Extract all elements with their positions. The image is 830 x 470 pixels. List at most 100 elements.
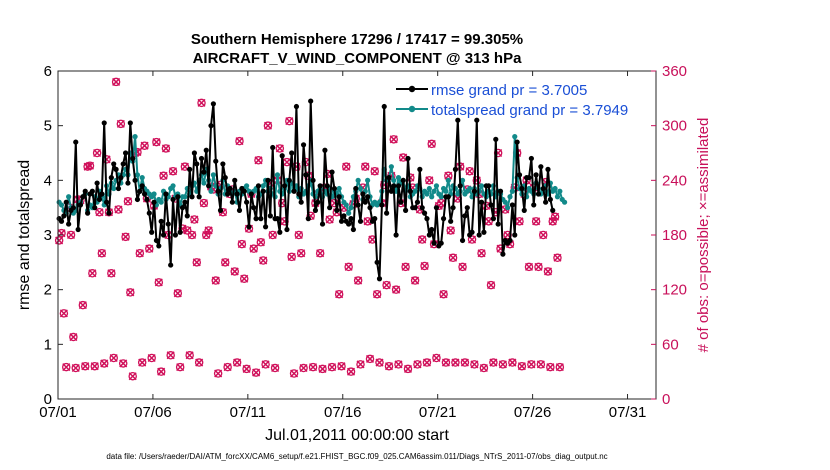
obs-possible-marker: [427, 139, 436, 149]
obs-assimilated-marker: [354, 276, 363, 285]
obs-assimilated-marker: [93, 148, 102, 158]
rmse-point: [455, 117, 461, 123]
obs-assimilated-marker: [403, 364, 413, 373]
obs-possible-marker: [95, 207, 104, 217]
totalspread-point: [210, 172, 216, 178]
obs-assimilated-marker: [145, 244, 154, 253]
obs-possible-marker: [59, 309, 69, 318]
obs-possible-marker: [192, 258, 202, 267]
obs-possible-marker: [109, 353, 118, 363]
rmse-point: [391, 183, 397, 189]
obs-possible-marker: [111, 77, 121, 87]
rmse-point: [459, 237, 466, 244]
obs-assimilated-marker: [458, 262, 467, 271]
obs-possible-marker: [88, 269, 97, 278]
obs-assimilated-marker: [230, 267, 239, 276]
rmse-point: [279, 153, 285, 159]
rmse-point: [298, 199, 304, 205]
obs-assimilated-marker: [470, 360, 479, 369]
totalspread-point: [139, 175, 145, 181]
obs-assimilated-marker: [95, 208, 104, 217]
rmse-point: [293, 103, 300, 110]
obs-possible-marker: [121, 232, 130, 242]
obs-possible-marker: [361, 162, 370, 171]
rmse-point: [355, 202, 361, 208]
rmse-point: [175, 194, 181, 200]
obs-possible-marker: [353, 276, 363, 285]
rmse-point: [426, 232, 432, 238]
obs-assimilated-marker: [401, 262, 410, 271]
obs-possible-marker: [173, 289, 183, 298]
obs-possible-marker: [417, 235, 427, 244]
obs-possible-marker: [114, 205, 123, 214]
obs-assimilated-marker: [534, 262, 543, 271]
rmse-point: [203, 147, 209, 153]
rmse-point: [177, 229, 183, 235]
rmse-point: [277, 229, 283, 235]
y-tick-label: 2: [44, 282, 52, 299]
obs-possible-marker: [183, 226, 192, 235]
rmse-point: [248, 191, 254, 197]
rmse-point: [222, 175, 228, 181]
rmse-point: [96, 196, 103, 203]
y-tick-label: 3: [44, 227, 52, 244]
obs-assimilated-marker: [199, 199, 208, 208]
obs-assimilated-marker: [465, 167, 474, 176]
legend-rmse-label: rmse grand pr = 3.7005: [431, 82, 587, 99]
obs-assimilated-marker: [268, 230, 277, 240]
obs-assimilated-marker: [508, 358, 517, 367]
obs-assimilated-marker: [420, 261, 429, 271]
obs-assimilated-marker: [81, 362, 90, 371]
rmse-point: [125, 180, 131, 186]
rmse-point: [450, 205, 456, 211]
rmse-point: [201, 169, 207, 175]
obs-assimilated-marker: [382, 281, 391, 290]
obs-possible-marker: [325, 215, 334, 224]
obs-assimilated-marker: [418, 235, 427, 244]
obs-assimilated-marker: [389, 135, 398, 144]
rmse-point: [253, 216, 259, 222]
legend-spread-label: totalspread grand pr = 3.7949: [431, 102, 628, 119]
obs-possible-marker: [71, 363, 81, 373]
rmse-point: [400, 177, 406, 183]
x-tick-label: 07/01: [39, 404, 77, 421]
rmse-point: [153, 237, 160, 244]
obs-assimilated-marker: [365, 354, 375, 363]
obs-possible-marker: [242, 364, 251, 374]
obs-possible-marker: [92, 148, 102, 158]
obs-assimilated-marker: [285, 117, 294, 126]
rmse-point: [234, 191, 240, 197]
rmse-point: [317, 183, 323, 189]
obs-possible-marker: [472, 176, 482, 185]
x-axis-label: Jul.01,2011 00:00:00 start: [265, 427, 449, 444]
obs-possible-marker: [446, 226, 455, 235]
obs-assimilated-marker: [486, 281, 496, 290]
obs-possible-marker: [69, 332, 78, 342]
rmse-point: [497, 188, 504, 194]
rmse-point: [130, 155, 136, 162]
totalspread-point: [365, 177, 371, 183]
rmse-point: [507, 237, 513, 244]
obs-possible-marker: [318, 364, 327, 374]
rmse-point: [353, 185, 359, 192]
obs-assimilated-marker: [498, 360, 507, 369]
totalspread-point: [260, 183, 266, 189]
obs-assimilated-marker: [161, 144, 170, 153]
rmse-point: [289, 150, 295, 156]
rmse-point: [488, 202, 494, 208]
obs-assimilated-marker: [425, 176, 434, 185]
legend: rmse grand pr = 3.7005 totalspread grand…: [396, 82, 628, 119]
rmse-point: [379, 202, 385, 208]
rmse-point: [99, 191, 105, 197]
obs-assimilated-marker: [112, 77, 121, 86]
rmse-point: [262, 224, 269, 230]
totalspread-point: [395, 175, 402, 181]
rmse-point: [357, 218, 364, 224]
totalspread-point: [424, 191, 430, 197]
totalspread-point: [208, 188, 214, 194]
rmse-point: [210, 101, 216, 107]
obs-possible-marker: [327, 362, 337, 372]
rmse-point: [168, 262, 174, 268]
obs-possible-marker: [391, 285, 401, 294]
rmse-point: [365, 194, 371, 200]
